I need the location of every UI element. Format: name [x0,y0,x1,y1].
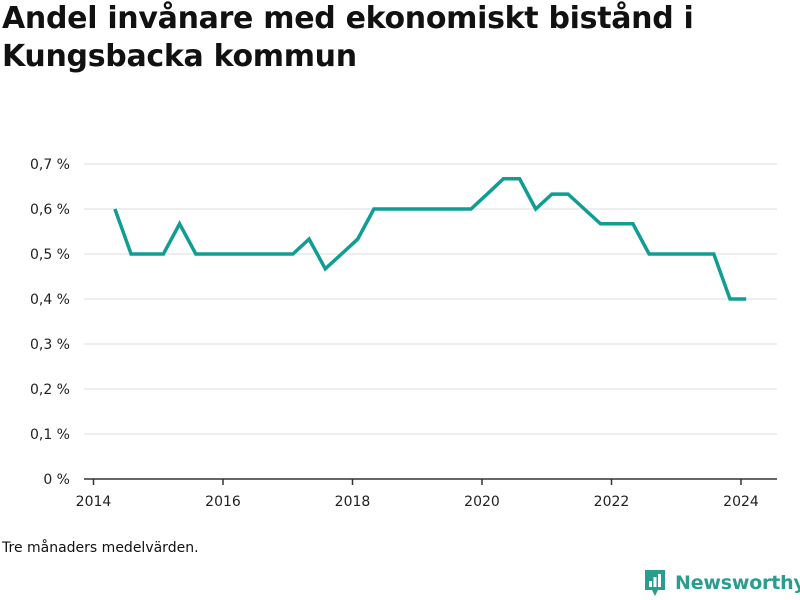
x-tick-label: 2024 [723,494,759,510]
y-tick-label: 0 % [43,472,70,488]
x-tick-label: 2022 [594,494,630,510]
y-tick-label: 0,3 % [30,337,70,353]
y-tick-label: 0,1 % [30,427,70,443]
x-tick-label: 2018 [335,494,371,510]
y-tick-label: 0,4 % [30,292,70,308]
series-line [113,177,747,301]
x-tick-label: 2020 [464,494,500,510]
chart-note: Tre månaders medelvärden. [2,540,199,556]
y-tick-label: 0,7 % [30,157,70,173]
newsworthy-brand[interactable]: Newsworthy [643,567,800,599]
x-axis: 2014 2016 2018 2020 2022 2024 [76,478,777,510]
chart-title: Andel invånare med ekonomiskt bistånd i … [2,1,694,74]
x-tick-label: 2014 [76,494,112,510]
x-tick-label: 2016 [205,494,241,510]
y-tick-label: 0,6 % [30,202,70,218]
y-tick-label: 0,2 % [30,382,70,398]
series-layer [113,177,747,301]
brand-name: Newsworthy [675,572,800,594]
y-axis-ticks: 0 % 0,1 % 0,2 % 0,3 % 0,4 % 0,5 % 0,6 % 0,7 % [30,157,70,488]
grid-lines [84,163,777,435]
y-tick-label: 0,5 % [30,247,70,263]
newsworthy-logo-icon [645,570,665,596]
